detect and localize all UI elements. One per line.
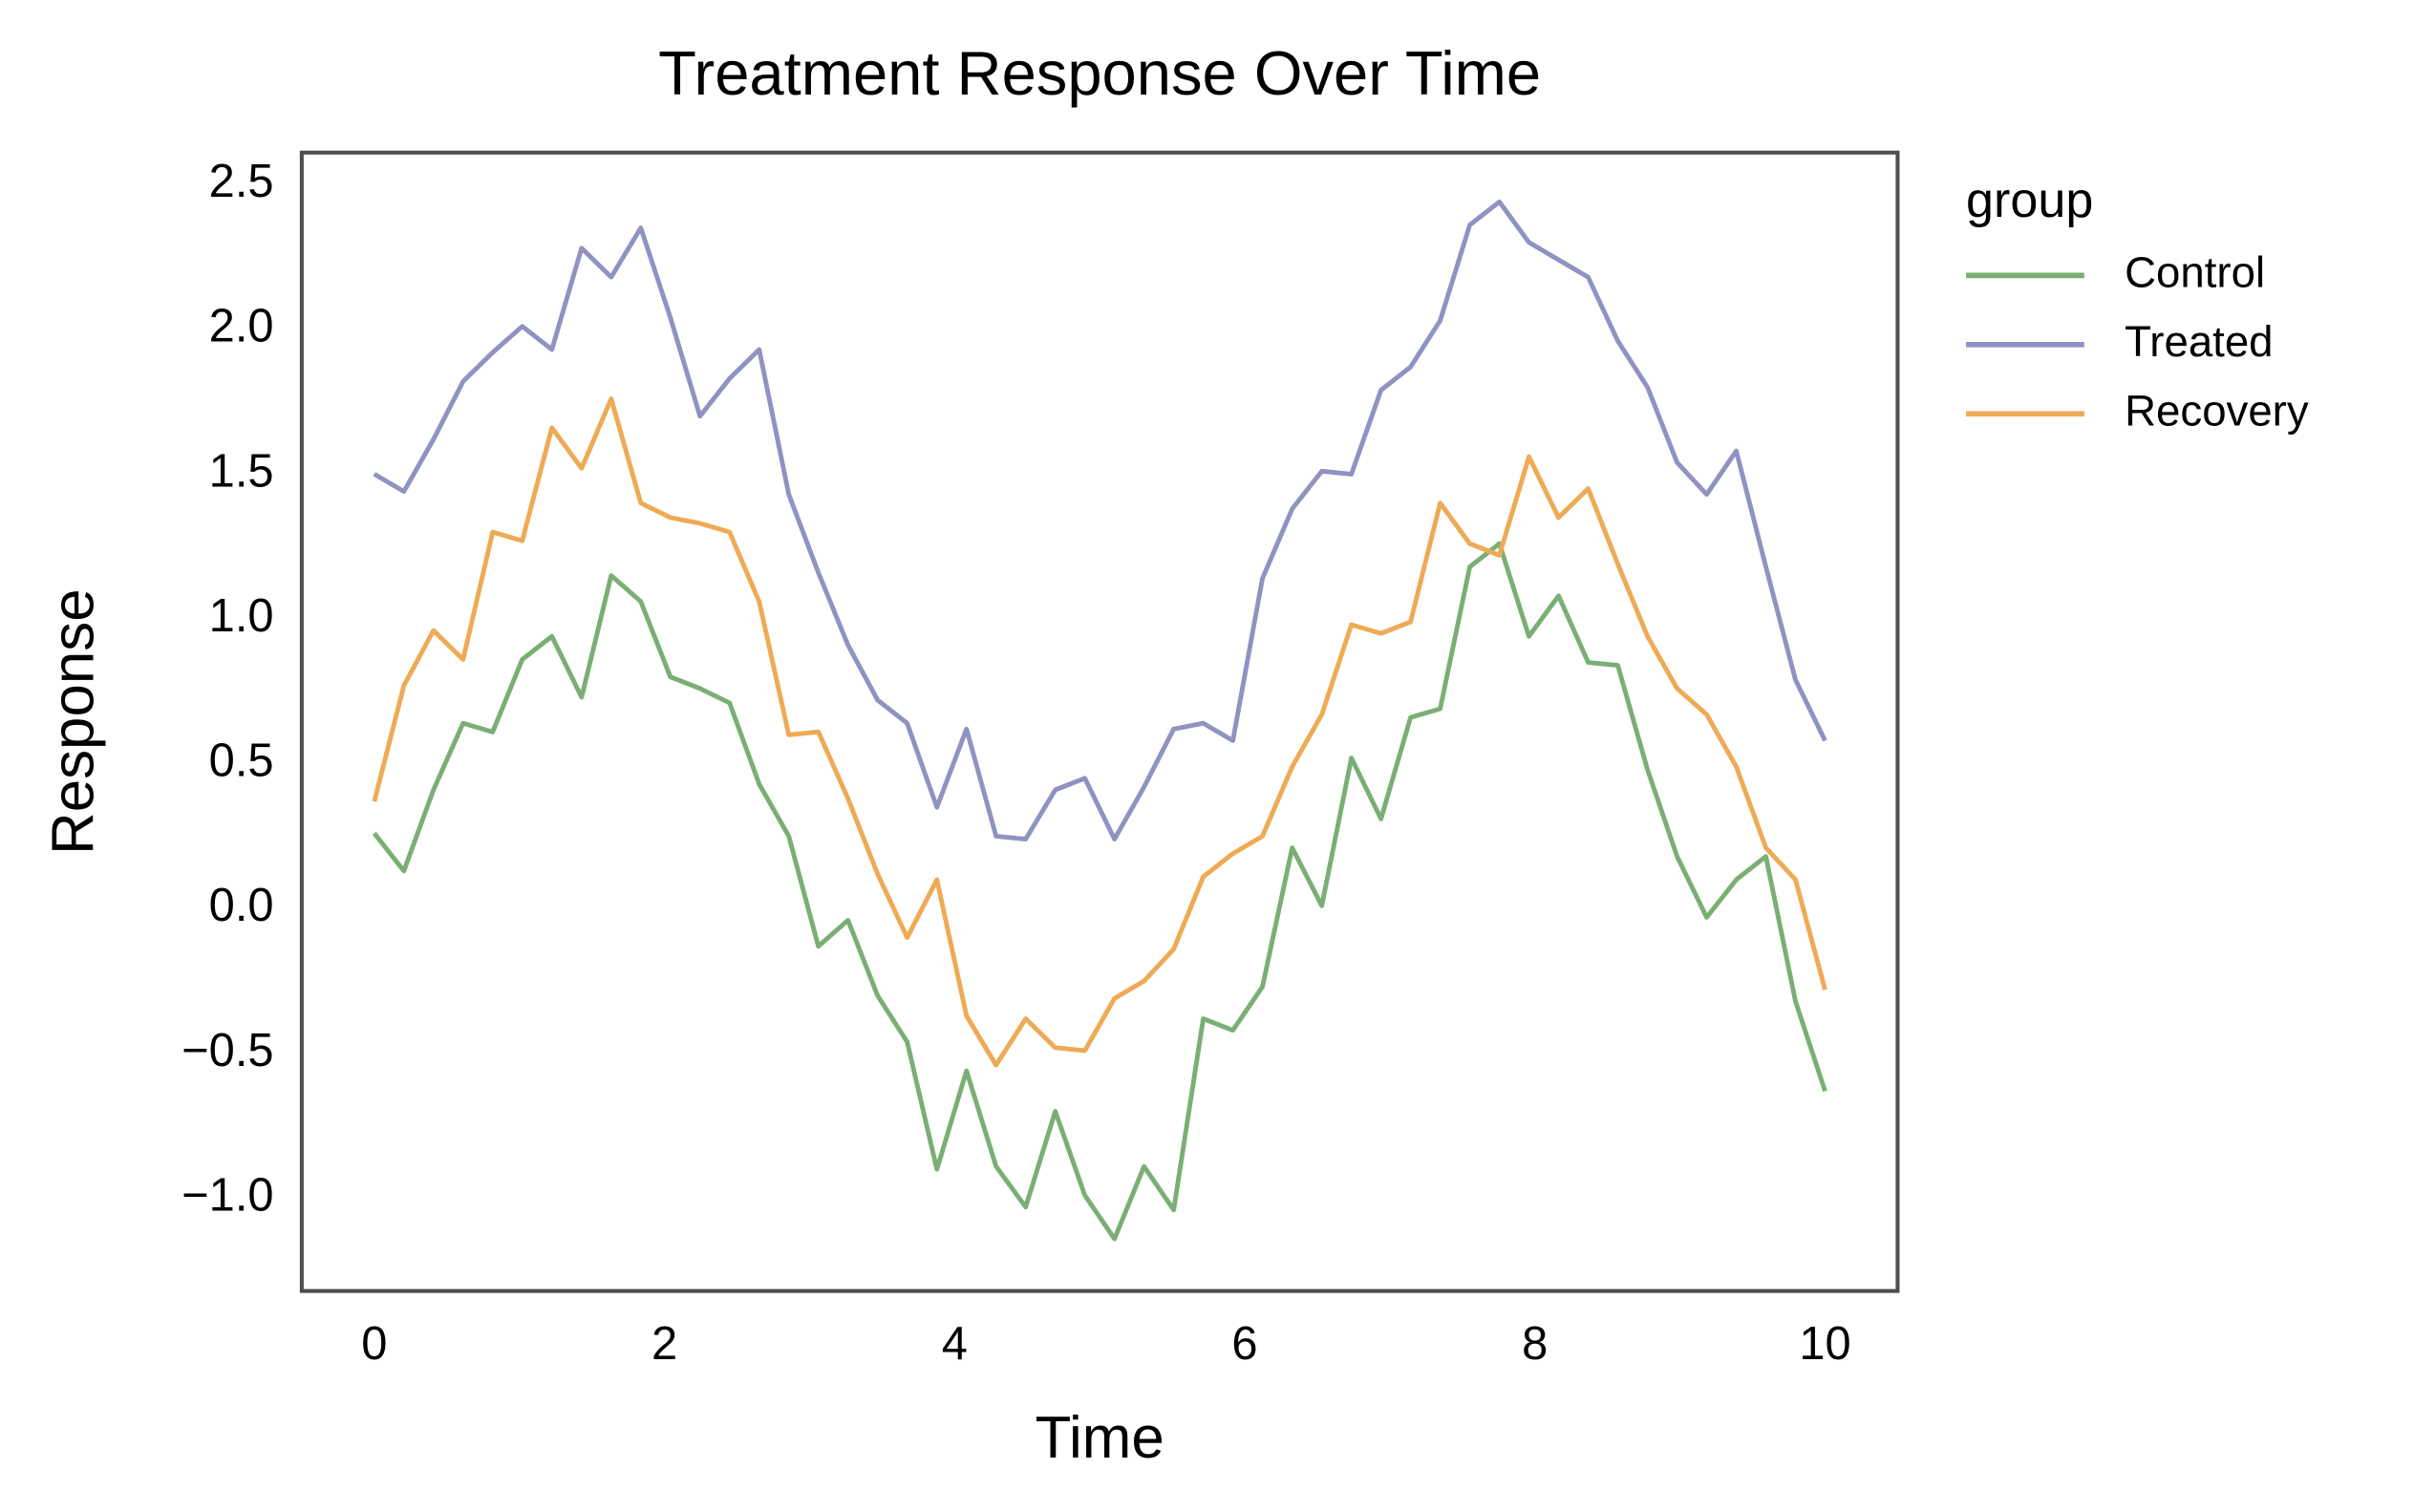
legend-label: Control xyxy=(2125,247,2265,296)
legend-label: Treated xyxy=(2125,317,2273,366)
plot-frame xyxy=(299,150,1900,1293)
x-tick-label: 2 xyxy=(652,1318,677,1370)
y-tick-label: −0.5 xyxy=(182,1025,273,1076)
line-series xyxy=(372,396,1827,1068)
x-tick-label: 0 xyxy=(361,1318,387,1370)
line-series xyxy=(373,199,1827,841)
y-tick-label: 0.5 xyxy=(209,735,274,787)
y-tick-label: 2.5 xyxy=(209,156,274,207)
legend-title: group xyxy=(1966,173,2093,228)
x-axis-label: Time xyxy=(1036,1405,1164,1471)
chart-title: Treatment Response Over Time xyxy=(658,38,1541,108)
y-tick-label: 1.0 xyxy=(209,590,274,642)
y-tick-label: 1.5 xyxy=(209,445,274,497)
y-tick-label: 0.0 xyxy=(209,880,274,931)
x-tick-label: 8 xyxy=(1522,1318,1548,1370)
y-axis-label: Response xyxy=(41,588,107,855)
x-tick-label: 6 xyxy=(1231,1318,1257,1370)
x-tick-label: 10 xyxy=(1799,1318,1850,1370)
legend-label: Recovery xyxy=(2125,386,2309,435)
x-tick-label: 4 xyxy=(942,1318,968,1370)
line-series xyxy=(372,541,1827,1242)
y-tick-label: −1.0 xyxy=(182,1169,273,1221)
y-tick-label: 2.0 xyxy=(209,301,274,352)
